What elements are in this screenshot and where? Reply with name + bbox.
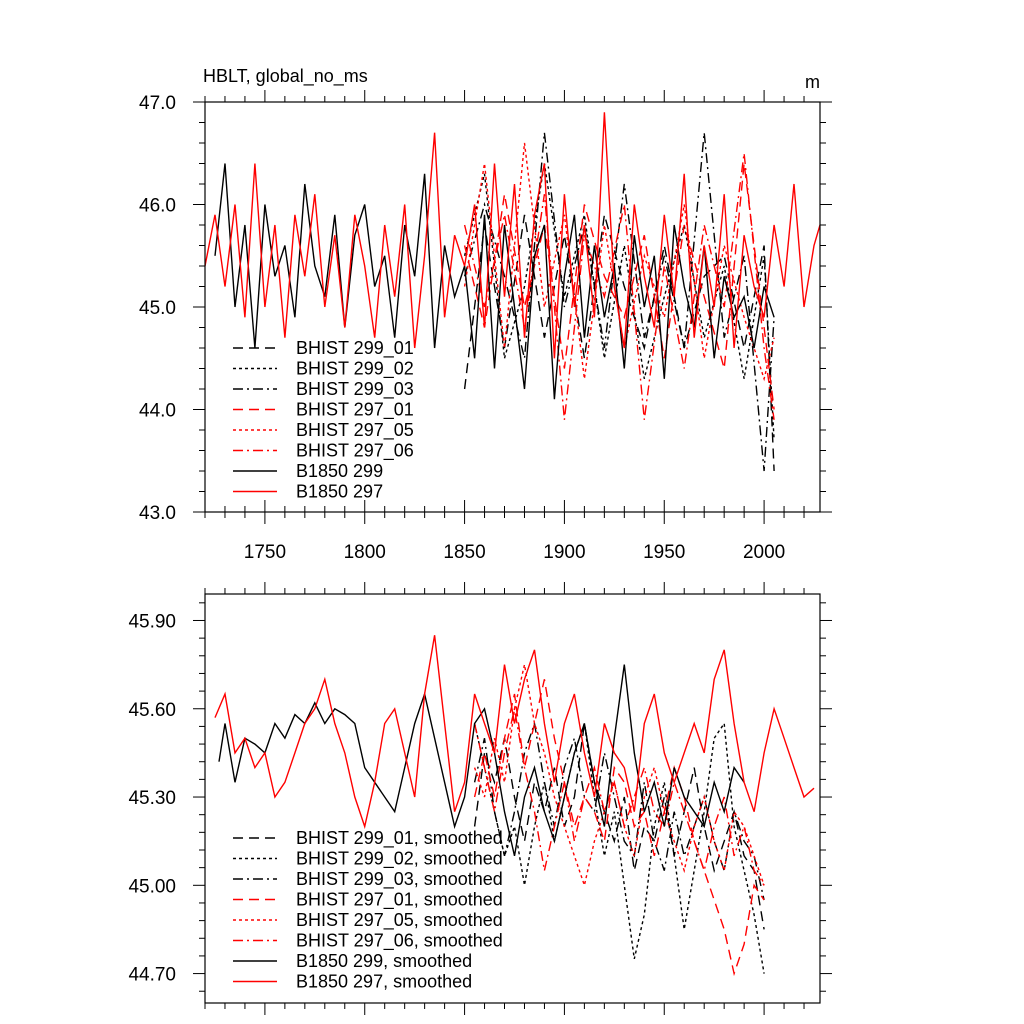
y-tick-label: 45.0 [139, 298, 176, 319]
y-tick-label: 44.70 [128, 965, 176, 986]
series-group [205, 112, 820, 472]
y-tick-label: 46.0 [139, 196, 176, 217]
legend-label: B1850 299 [296, 461, 383, 481]
y-tick-label: 45.90 [128, 611, 176, 632]
series-line-8 [214, 635, 815, 830]
legend-label: BHIST 299_02, smoothed [296, 849, 503, 870]
series-line-7 [218, 664, 745, 857]
series-line-2 [473, 721, 765, 974]
legend-label: BHIST 297_06 [296, 441, 414, 462]
legend-label: B1850 297, smoothed [296, 972, 472, 992]
series-line-1 [463, 214, 775, 472]
chart-panel-1: 1750 1800 1850 1900 1950 2000 43.0 44.0 45.0 46.0… [139, 66, 832, 563]
y-tick-label: 45.30 [128, 788, 176, 809]
legend-label: B1850 297 [296, 482, 383, 502]
series-line-3 [463, 132, 775, 472]
x-tick-label: 1800 [344, 542, 386, 563]
series-line-6 [473, 708, 765, 886]
y-tick-label: 47.0 [139, 93, 176, 114]
x-tick-label: 1950 [643, 542, 685, 563]
series-line-4 [473, 679, 765, 977]
y-tick-label: 44.0 [139, 401, 176, 422]
units-label: m [805, 72, 820, 92]
y-tick-label: 43.0 [139, 503, 176, 524]
legend-label: BHIST 299_03, smoothed [296, 869, 503, 890]
x-tick-label: 1750 [244, 542, 286, 563]
chart-title: HBLT, global_no_ms [203, 66, 368, 87]
series-line-3 [473, 723, 765, 901]
y-tick-label: 45.60 [128, 700, 176, 721]
series-line-5 [463, 142, 775, 382]
legend-label: B1850 299, smoothed [296, 951, 472, 971]
legend-label: BHIST 299_01 [296, 338, 414, 359]
legend-label: BHIST 297_01 [296, 400, 414, 421]
legend-label: BHIST 297_01, smoothed [296, 890, 503, 911]
series-line-6 [463, 153, 775, 420]
series-group [214, 635, 815, 977]
legend-label: BHIST 297_05 [296, 420, 414, 441]
x-tick-label: 1850 [443, 542, 485, 563]
y-tick-label: 45.00 [128, 876, 176, 897]
x-tick-label: 1900 [543, 542, 585, 563]
series-line-8 [205, 112, 820, 359]
legend-label: BHIST 297_05, smoothed [296, 910, 503, 931]
series-line-7 [214, 163, 775, 400]
series-line-1 [473, 723, 765, 930]
chart-panel-2: 44.70 45.00 45.30 45.60 45.90 BHIST 299_01, s… [128, 582, 832, 1015]
legend-label: BHIST 299_02 [296, 359, 414, 380]
plot-frame [204, 593, 821, 1004]
series-line-2 [463, 163, 775, 441]
x-tick-label: 2000 [743, 542, 785, 563]
legend-label: BHIST 297_06, smoothed [296, 931, 503, 952]
legend-label: BHIST 299_03 [296, 379, 414, 400]
legend-label: BHIST 299_01, smoothed [296, 828, 503, 849]
